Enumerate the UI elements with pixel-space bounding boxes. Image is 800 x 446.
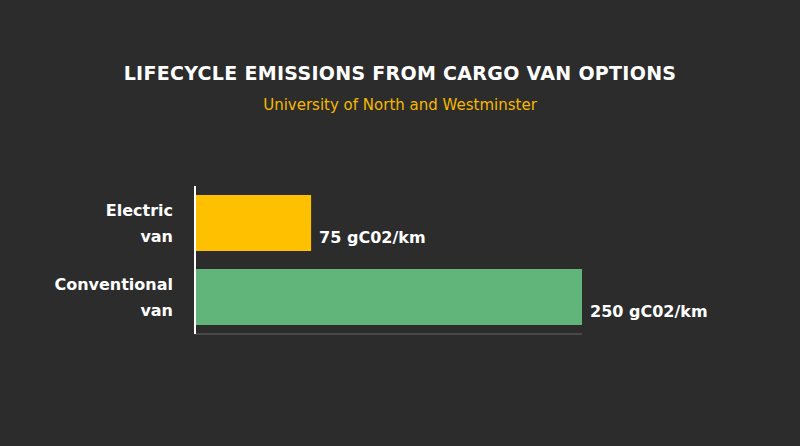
svg-text:75 gC02/km: 75 gC02/km: [319, 228, 425, 247]
svg-text:250 gC02/km: 250 gC02/km: [590, 302, 708, 321]
html-text:LIFECYCLE EMISSIONS FROM CARGO: LIFECYCLE EMISSIONS FROM CARGO VAN OPTIO…: [123, 62, 677, 84]
svg-text:Conventionalvan: Conventionalvan: [54, 275, 173, 320]
html-text:University of North and Westmi: University of North and Westminster: [263, 96, 537, 114]
svg-text:Electricvan: Electricvan: [106, 201, 173, 246]
